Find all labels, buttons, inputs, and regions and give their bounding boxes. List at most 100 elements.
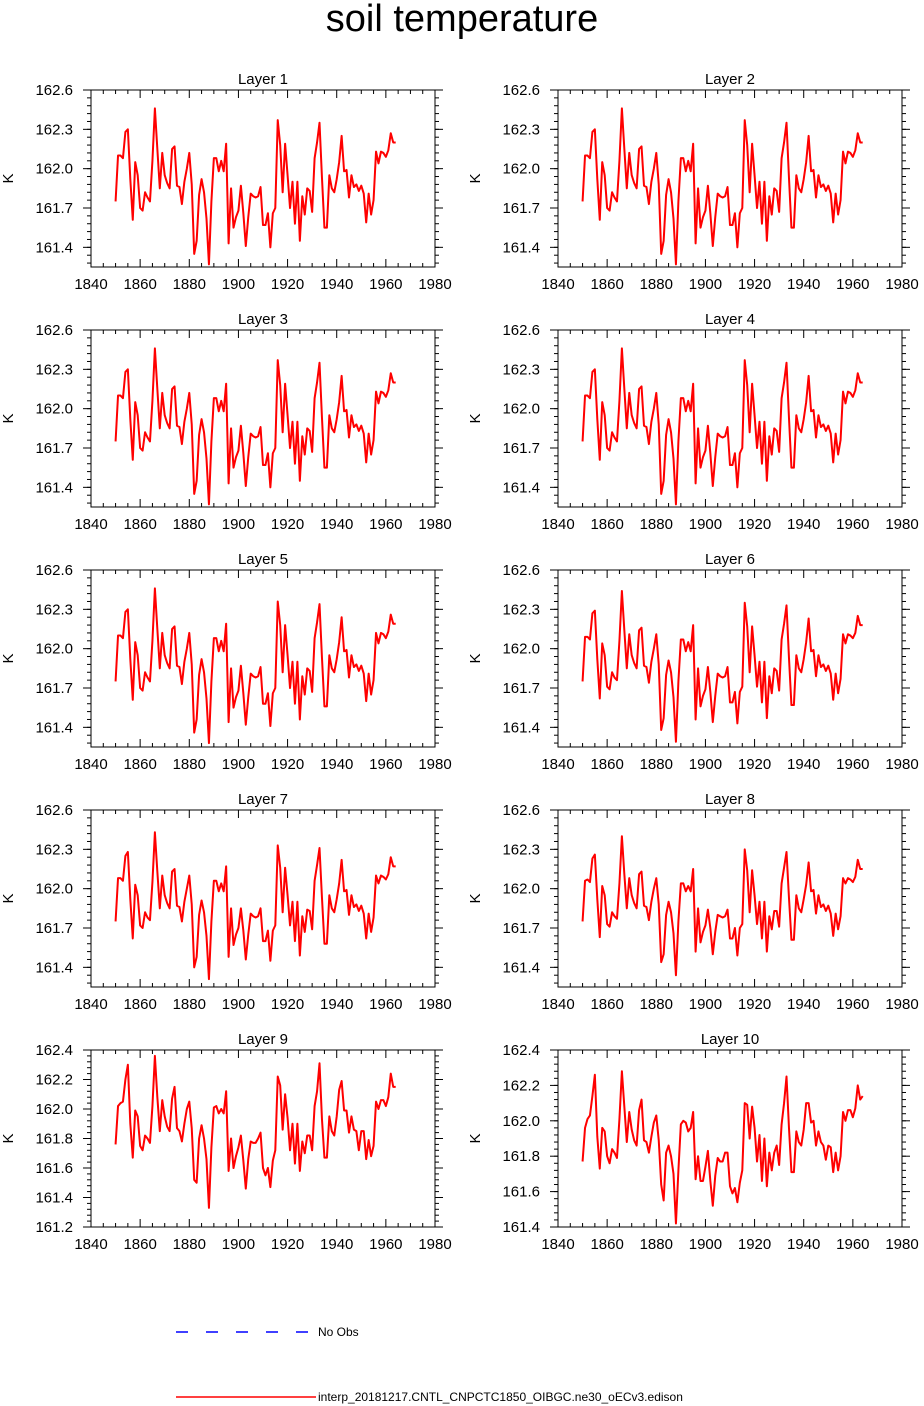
- y-tick-label: 161.7: [502, 680, 540, 697]
- x-tick-label: 1840: [74, 276, 107, 293]
- x-tick-label: 1860: [590, 996, 623, 1013]
- panel-title: Layer 5: [238, 551, 288, 568]
- y-tick-label: 162.0: [502, 401, 540, 418]
- y-tick-label: 161.2: [35, 1219, 73, 1236]
- x-tick-label: 1880: [173, 996, 206, 1013]
- x-tick-label: 1840: [541, 276, 574, 293]
- x-tick-label: 1960: [369, 996, 402, 1013]
- y-tick-label: 161.7: [35, 920, 73, 937]
- panel-title: Layer 9: [238, 1031, 288, 1048]
- y-axis-label: K: [467, 893, 484, 903]
- legend-obs-label: No Obs: [318, 1325, 359, 1339]
- x-tick-label: 1880: [173, 516, 206, 533]
- chart-panel-8: Layer 8 K 1840 1860 1880 1900 1920 1940 1960 1980…: [467, 791, 919, 1013]
- x-tick-label: 1840: [541, 1236, 574, 1253]
- x-tick-label: 1860: [123, 756, 156, 773]
- y-tick-label: 162.3: [35, 841, 73, 858]
- x-tick-label: 1840: [74, 756, 107, 773]
- x-tick-label: 1920: [738, 516, 771, 533]
- x-tick-label: 1900: [689, 276, 722, 293]
- y-tick-label: 162.3: [35, 361, 73, 378]
- chart-panel-3: Layer 3 K 1840 1860 1880 1900 1920 1940 1960 1980…: [0, 311, 452, 533]
- y-tick-label: 162.6: [35, 322, 73, 339]
- x-tick-label: 1940: [320, 516, 353, 533]
- chart-panel-10: Layer 10 K 1840 1860 1880 1900 1920 1940 1960 198…: [467, 1031, 919, 1253]
- y-axis-label: K: [467, 413, 484, 423]
- y-axis-label: K: [0, 413, 17, 423]
- x-tick-label: 1900: [689, 756, 722, 773]
- x-tick-label: 1940: [787, 276, 820, 293]
- x-tick-label: 1880: [640, 276, 673, 293]
- x-tick-label: 1980: [885, 276, 918, 293]
- y-tick-label: 161.8: [502, 1148, 540, 1165]
- x-tick-label: 1960: [369, 516, 402, 533]
- x-tick-label: 1920: [271, 276, 304, 293]
- y-tick-label: 161.4: [35, 719, 73, 736]
- x-tick-label: 1900: [222, 276, 255, 293]
- x-tick-label: 1860: [123, 516, 156, 533]
- y-tick-label: 161.6: [35, 1160, 73, 1177]
- x-tick-label: 1920: [738, 996, 771, 1013]
- panel-title: Layer 3: [238, 311, 288, 328]
- y-tick-label: 162.0: [35, 881, 73, 898]
- series-line: [114, 107, 396, 266]
- y-tick-label: 162.6: [502, 802, 540, 819]
- panel-title: Layer 4: [705, 311, 755, 328]
- x-tick-label: 1940: [787, 1236, 820, 1253]
- y-tick-label: 162.3: [35, 601, 73, 618]
- y-axis-label: K: [467, 653, 484, 663]
- chart-panel-9: Layer 9 K 1840 1860 1880 1900 1920 1940 1960 1980…: [0, 1031, 452, 1253]
- x-tick-label: 1900: [689, 1236, 722, 1253]
- y-tick-label: 162.0: [35, 161, 73, 178]
- legend-model-label: interp_20181217.CNTL_CNPCTC1850_OIBGC.ne…: [318, 1390, 683, 1404]
- x-tick-label: 1900: [689, 996, 722, 1013]
- y-tick-label: 162.0: [35, 641, 73, 658]
- x-tick-label: 1900: [689, 516, 722, 533]
- x-tick-label: 1920: [738, 1236, 771, 1253]
- x-tick-label: 1840: [541, 996, 574, 1013]
- x-tick-label: 1880: [640, 996, 673, 1013]
- x-tick-label: 1840: [541, 516, 574, 533]
- x-tick-label: 1840: [74, 1236, 107, 1253]
- y-tick-label: 162.0: [502, 161, 540, 178]
- series-line: [114, 1054, 396, 1209]
- y-tick-label: 161.7: [35, 440, 73, 457]
- y-tick-label: 162.3: [502, 121, 540, 138]
- x-tick-label: 1960: [369, 756, 402, 773]
- x-tick-label: 1960: [836, 996, 869, 1013]
- y-tick-label: 161.4: [502, 1219, 540, 1236]
- y-tick-label: 161.7: [502, 200, 540, 217]
- x-tick-label: 1920: [738, 276, 771, 293]
- x-tick-label: 1980: [885, 1236, 918, 1253]
- x-tick-label: 1980: [885, 516, 918, 533]
- x-tick-label: 1900: [222, 756, 255, 773]
- y-tick-label: 162.2: [502, 1077, 540, 1094]
- x-tick-label: 1940: [787, 996, 820, 1013]
- chart-panel-2: Layer 2 K 1840 1860 1880 1900 1920 1940 1960 1980…: [467, 71, 919, 293]
- y-tick-label: 161.4: [502, 719, 540, 736]
- x-tick-label: 1860: [123, 996, 156, 1013]
- y-tick-label: 162.0: [35, 1101, 73, 1118]
- y-tick-label: 161.7: [502, 920, 540, 937]
- y-tick-label: 161.4: [502, 959, 540, 976]
- x-tick-label: 1920: [271, 1236, 304, 1253]
- x-tick-label: 1960: [836, 1236, 869, 1253]
- x-tick-label: 1880: [640, 756, 673, 773]
- series-line: [581, 107, 863, 266]
- y-tick-label: 162.3: [35, 121, 73, 138]
- x-tick-label: 1860: [590, 276, 623, 293]
- panel-title: Layer 1: [238, 71, 288, 88]
- x-tick-label: 1920: [271, 516, 304, 533]
- y-tick-label: 161.6: [502, 1184, 540, 1201]
- chart-panel-7: Layer 7 K 1840 1860 1880 1900 1920 1940 1960 1980…: [0, 791, 452, 1013]
- x-tick-label: 1880: [640, 1236, 673, 1253]
- x-tick-label: 1960: [836, 756, 869, 773]
- series-line: [114, 587, 396, 745]
- y-tick-label: 162.2: [35, 1072, 73, 1089]
- x-tick-label: 1980: [885, 996, 918, 1013]
- x-tick-label: 1940: [787, 516, 820, 533]
- y-tick-label: 162.4: [35, 1042, 73, 1059]
- page-title: soil temperature: [325, 0, 599, 40]
- y-axis-label: K: [0, 653, 17, 663]
